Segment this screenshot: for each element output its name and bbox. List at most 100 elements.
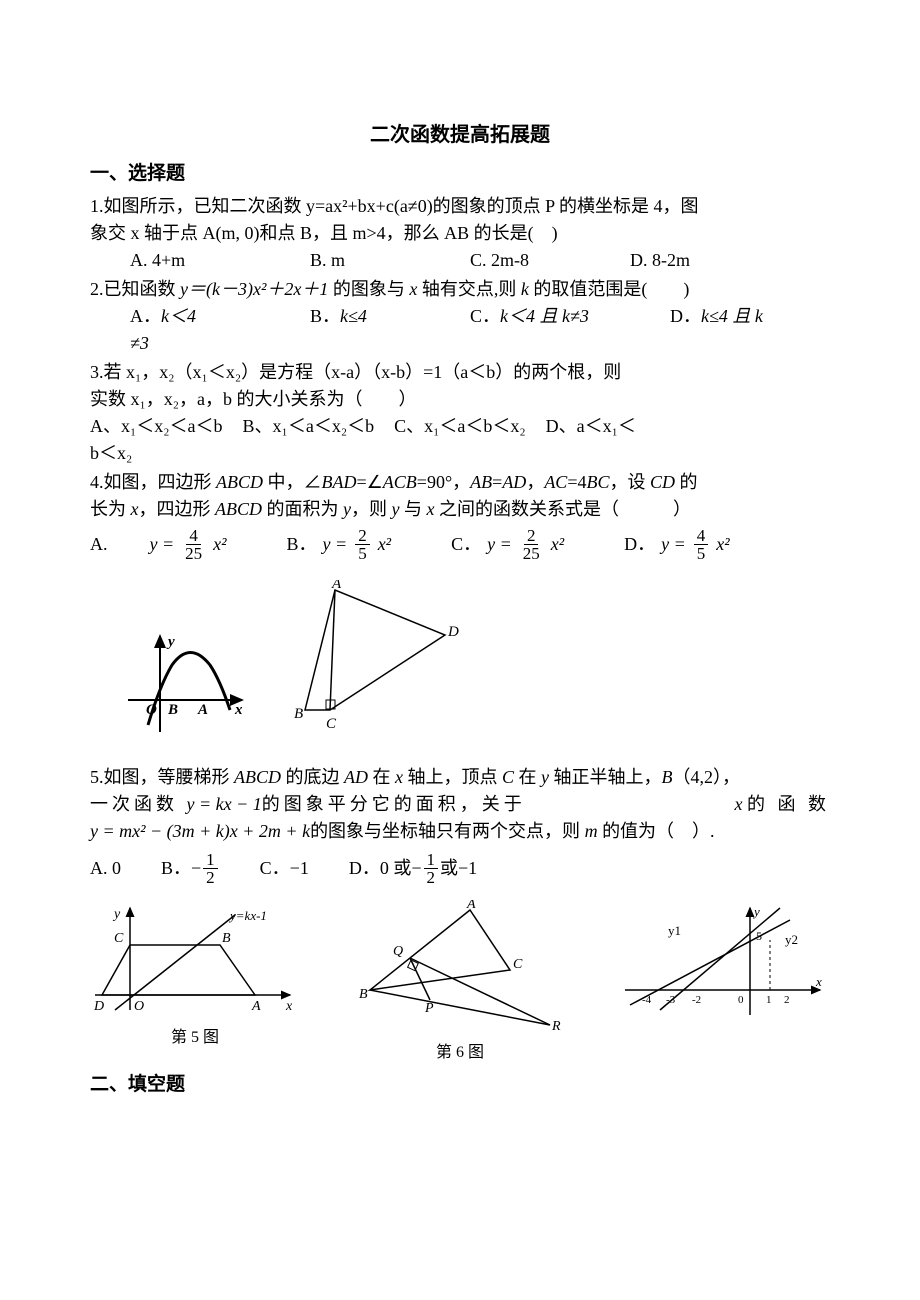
fig6-box: A B C P Q R 第 6 图 [355, 900, 565, 1065]
q1-options: A. 4+m B. m C. 2m-8 D. 8-2m [90, 247, 830, 274]
q2-d-pre: D． [670, 306, 701, 326]
q4-t7: =4 [567, 472, 586, 492]
q3-opt-a: A、x₁＜x₂＜a＜b [90, 413, 223, 440]
q4-l2-d: ABCD [215, 499, 262, 519]
fig-lines-box: y x y1 y2 5 -4 -3 -2 0 1 2 [620, 900, 830, 1020]
q5-line2: 一次函数 y = kx − 1的图象平分它的面积，关于 x 的 函 数 [90, 791, 830, 818]
fig4-A: A [466, 900, 476, 912]
fig5-x: x [815, 974, 822, 989]
q2-opt-b: B．k≤4 [310, 303, 470, 330]
q5-l1-g: 轴上，顶点 [403, 767, 502, 787]
fig3-y: y [112, 907, 121, 922]
q5-l2-d: x [735, 794, 748, 814]
fig5-1: 1 [766, 994, 772, 1006]
q4-d-label: D． [624, 531, 655, 558]
q2-c-pre: C． [470, 306, 500, 326]
q4-t4: =90°， [417, 472, 470, 492]
q4-l2-b: x [131, 499, 139, 519]
q4-b-label: B． [287, 531, 317, 558]
q2-a-pre: A． [130, 306, 161, 326]
q5-b-neg: − [191, 855, 201, 882]
q5-l1-i: 在 [514, 767, 541, 787]
q1-line2: 象交 x 轴于点 A(m, 0)和点 B，且 m>4，那么 AB 的长是( ) [90, 220, 830, 247]
q4-i3: ACB [383, 472, 417, 492]
parabola-figure: O B A x y [120, 630, 250, 740]
fig3-line: y=kx-1 [228, 908, 267, 923]
figures-row-1: O B A x y A B C D [120, 580, 830, 740]
q5-l2-b: y = kx − 1 [187, 794, 262, 814]
q5-l1-f: x [395, 767, 403, 787]
q2-k: k [521, 279, 529, 299]
fig5-2: 2 [784, 994, 790, 1006]
question-5: 5.如图，等腰梯形 ABCD 的底边 AD 在 x 轴上，顶点 C 在 y 轴正… [90, 764, 830, 886]
q4-c-den: 25 [520, 545, 543, 562]
q4-i5: AD [502, 472, 526, 492]
fig2-A: A [331, 580, 342, 592]
q5-l1-e: 在 [368, 767, 395, 787]
q4-d-frac: 45 [694, 527, 709, 562]
q5-d-post: 或−1 [440, 855, 477, 882]
q2-a-math: k＜4 [161, 306, 196, 326]
q4-b-yeq: y = [323, 531, 348, 558]
q2-t2: 的图象与 [328, 279, 409, 299]
q5-line1: 5.如图，等腰梯形 ABCD 的底边 AD 在 x 轴上，顶点 C 在 y 轴正… [90, 764, 830, 791]
q5-l3-e: 的值为（ ）. [598, 821, 715, 841]
q5-d-den: 2 [424, 869, 439, 886]
q2-options: A．k＜4 B．k≤4 C．k＜4 且 k≠3 D．k≤4 且 k [90, 303, 830, 330]
q4-b-x2: x² [378, 531, 391, 558]
fig3-D: D [93, 999, 104, 1014]
q5-l1-h: C [502, 767, 514, 787]
fig1-x: x [234, 702, 243, 718]
question-2: 2.已知函数 y＝(k－3)x²＋2x＋1 的图象与 x 轴有交点,则 k 的取… [90, 276, 830, 357]
fig5-box: y x C B D O A y=kx-1 第 5 图 [90, 900, 300, 1050]
q3-opt-b: B、x₁＜a＜x₂＜b [243, 413, 375, 440]
q1-opt-b: B. m [310, 247, 470, 274]
q4-line1: 4.如图，四边形 ABCD 中，∠BAD=∠ACB=90°，AB=AD，AC=4… [90, 469, 830, 496]
q5-l1-k: 轴正半轴上， [549, 767, 662, 787]
q4-c-label: C． [451, 531, 481, 558]
q4-opt-d: D． y = 45 x² [624, 527, 730, 562]
q4-t1: 4.如图，四边形 [90, 472, 216, 492]
fig5-y1: y1 [668, 923, 681, 938]
q4-b-den: 5 [355, 545, 370, 562]
q4-line2: 长为 x，四边形 ABCD 的面积为 y，则 y 与 x 之间的函数关系式是（ … [90, 496, 830, 523]
q3-opt-d: D、a＜x₁＜ [546, 413, 636, 440]
q5-d-pre: D．0 或 [349, 855, 412, 882]
q4-opt-b: B． y = 25 x² [287, 527, 392, 562]
fig1-B: B [167, 702, 178, 718]
q4-d-yeq: y = [661, 531, 686, 558]
question-3: 3.若 x₁，x₂（x₁＜x₂）是方程（x-a）（x-b）=1（a＜b）的两个根… [90, 359, 830, 467]
q5-l1-c: 的底边 [281, 767, 344, 787]
q2-c-math: k＜4 且 k≠3 [500, 306, 589, 326]
q5-options: A. 0 B． − 12 C．−1 D．0 或 − 12 或−1 [90, 851, 830, 886]
fig3-A: A [251, 999, 261, 1014]
q4-l2-f: y [343, 499, 351, 519]
q2-line1: 2.已知函数 y＝(k－3)x²＋2x＋1 的图象与 x 轴有交点,则 k 的取… [90, 276, 830, 303]
fig3-C: C [114, 931, 124, 946]
q2-b-math: k≤4 [340, 306, 367, 326]
q5-l1-j: y [541, 767, 549, 787]
q5-opt-c: C．−1 [260, 855, 309, 882]
q4-t5: = [492, 472, 502, 492]
fig1-A: A [197, 702, 208, 718]
question-4: 4.如图，四边形 ABCD 中，∠BAD=∠ACB=90°，AB=AD，AC=4… [90, 469, 830, 562]
figures-row-2: y x C B D O A y=kx-1 第 5 图 A B C P Q R 第… [90, 900, 830, 1065]
q4-d-x2: x² [716, 531, 729, 558]
q5-l1-m: （4,2）， [673, 767, 741, 787]
q1-opt-a: A. 4+m [130, 247, 310, 274]
q5-b-pre: B． [161, 855, 191, 882]
q5-l3-a: y = mx² − (3m + k)x + 2m + k [90, 821, 310, 841]
q5-l3-c: 的图象与坐标轴只有两个交点，则 [310, 821, 585, 841]
q4-l2-i: 与 [400, 499, 427, 519]
q5-d-frac: 12 [424, 851, 439, 886]
q1-opt-d: D. 8-2m [630, 247, 690, 274]
fig2-D: D [447, 624, 459, 640]
q5-l1-d: AD [344, 767, 368, 787]
question-1: 1.如图所示，已知二次函数 y=ax²+bx+c(a≠0)的图象的顶点 P 的横… [90, 193, 830, 274]
q4-b-frac: 25 [355, 527, 370, 562]
q5-l2-c: 的图象平分它的面积，关于 [262, 794, 526, 814]
fig3-O: O [134, 999, 144, 1014]
lines-figure: y x y1 y2 5 -4 -3 -2 0 1 2 [620, 900, 830, 1020]
q4-c-x2: x² [551, 531, 564, 558]
trapezoid-figure: y x C B D O A y=kx-1 [90, 900, 300, 1020]
